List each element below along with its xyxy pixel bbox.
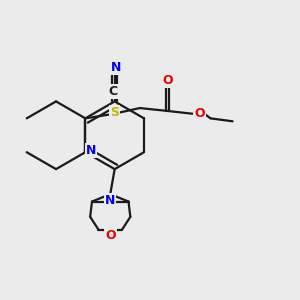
Text: O: O xyxy=(105,230,116,242)
Text: C: C xyxy=(109,85,118,98)
Text: N: N xyxy=(111,61,121,74)
Text: N: N xyxy=(86,144,96,157)
Text: O: O xyxy=(194,107,205,120)
Text: S: S xyxy=(110,106,119,119)
Text: N: N xyxy=(105,194,116,207)
Text: O: O xyxy=(163,74,173,87)
